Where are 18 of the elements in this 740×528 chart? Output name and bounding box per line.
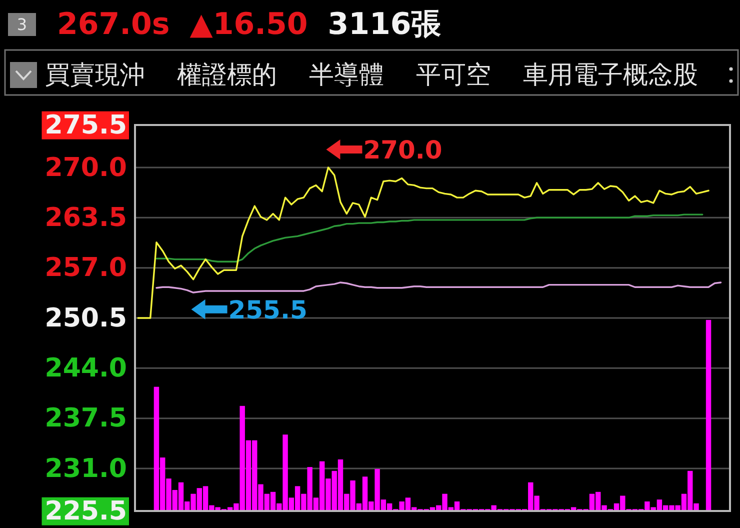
annotation: 255.5 xyxy=(228,295,308,324)
y-tick-label: 244.0 xyxy=(44,354,127,384)
text: 車用電子概念股 xyxy=(523,60,698,89)
text: ▲16.50 xyxy=(190,7,308,42)
text: 平可空 xyxy=(416,60,491,89)
y-tick-label: 237.5 xyxy=(44,404,127,434)
y-tick-label: 257.0 xyxy=(44,253,127,284)
y-tick-label: 231.0 xyxy=(44,454,127,484)
text: 半導體 xyxy=(309,60,384,89)
text: 3 xyxy=(16,15,28,34)
text: 267.0s xyxy=(57,7,170,42)
y-tick-label: 250.5 xyxy=(44,303,127,334)
y-tick-label: 270.0 xyxy=(44,152,127,183)
annotation: 270.0 xyxy=(363,135,442,164)
text: 買賣現沖 xyxy=(45,60,145,89)
text: 3116張 xyxy=(328,7,442,42)
text: 權證標的 xyxy=(177,60,277,89)
y-tick-label: 263.5 xyxy=(44,202,127,233)
